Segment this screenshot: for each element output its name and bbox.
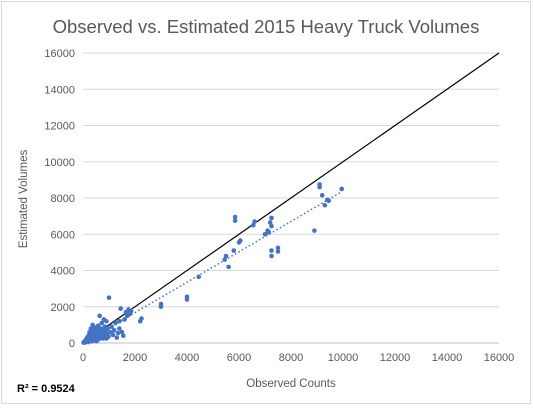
data-point — [122, 317, 127, 322]
data-point — [128, 308, 134, 314]
x-axis-label: Observed Counts — [246, 378, 336, 390]
data-point — [312, 228, 317, 233]
chart-title: Observed vs. Estimated 2015 Heavy Truck … — [53, 16, 480, 37]
r-squared-annotation: R² = 0.9524 — [17, 383, 76, 395]
data-point — [139, 316, 144, 321]
data-point — [119, 329, 125, 335]
data-point — [252, 219, 257, 224]
data-point — [117, 318, 122, 324]
data-point — [231, 248, 237, 253]
x-axis-ticks: 0 2000 4000 6000 8000 10000 12000 14000 16000 — [80, 352, 514, 364]
x-tick-label: 4000 — [175, 352, 199, 364]
data-point — [232, 214, 238, 220]
data-point — [109, 324, 114, 329]
reference-line — [82, 52, 500, 344]
x-tick-label: 10000 — [328, 352, 359, 364]
data-point — [238, 238, 243, 243]
data-point — [269, 253, 274, 259]
y-tick-label: 0 — [69, 338, 75, 350]
x-tick-label: 2000 — [123, 352, 147, 364]
scatter-chart: Observed vs. Estimated 2015 Heavy Truck … — [17, 16, 514, 395]
data-point — [339, 186, 345, 192]
data-point — [113, 320, 118, 326]
chart-frame: Observed vs. Estimated 2015 Heavy Truck … — [1, 1, 531, 404]
data-point — [269, 248, 274, 253]
data-point — [104, 336, 109, 341]
data-point — [184, 294, 190, 300]
data-point — [275, 245, 281, 251]
data-point — [222, 257, 227, 262]
y-tick-label: 4000 — [51, 266, 75, 278]
data-point — [105, 326, 110, 331]
data-point — [226, 264, 231, 270]
y-tick-label: 2000 — [51, 302, 75, 314]
data-point — [115, 330, 121, 336]
x-tick-label: 16000 — [484, 352, 515, 364]
y-tick-label: 6000 — [51, 229, 75, 241]
data-point — [269, 215, 274, 221]
y-axis-ticks: 0 2000 4000 6000 8000 10000 12000 14000 16000 — [44, 48, 75, 350]
data-point — [158, 301, 164, 307]
data-point — [114, 335, 120, 340]
y-tick-label: 10000 — [44, 157, 75, 169]
data-point — [94, 328, 100, 333]
y-tick-label: 16000 — [44, 48, 75, 60]
data-point — [275, 249, 281, 254]
y-axis-label: Estimated Volumes — [18, 150, 30, 249]
y-tick-label: 14000 — [44, 84, 75, 96]
data-point — [232, 218, 238, 223]
data-point — [97, 313, 102, 319]
data-point — [121, 333, 126, 339]
data-point — [118, 306, 123, 311]
trend-line — [82, 191, 341, 344]
data-point — [317, 182, 322, 187]
data-point — [319, 192, 325, 198]
data-point — [117, 326, 122, 331]
data-points — [81, 182, 345, 345]
data-point — [110, 332, 116, 338]
data-point — [251, 222, 256, 228]
x-tick-label: 12000 — [380, 352, 411, 364]
data-point — [266, 230, 272, 235]
data-point — [262, 231, 268, 237]
data-point — [267, 220, 273, 225]
x-tick-label: 6000 — [227, 352, 251, 364]
x-tick-label: 0 — [80, 352, 86, 364]
x-tick-label: 14000 — [432, 352, 463, 364]
data-point — [106, 295, 112, 300]
data-point — [104, 318, 109, 324]
data-point — [322, 202, 328, 208]
data-point — [196, 274, 201, 280]
data-point — [223, 253, 229, 259]
data-point — [111, 328, 117, 333]
y-tick-label: 12000 — [44, 121, 75, 133]
data-point — [269, 223, 274, 229]
x-tick-label: 8000 — [279, 352, 303, 364]
y-tick-label: 8000 — [51, 193, 75, 205]
data-point — [326, 198, 332, 204]
data-point — [99, 320, 105, 326]
